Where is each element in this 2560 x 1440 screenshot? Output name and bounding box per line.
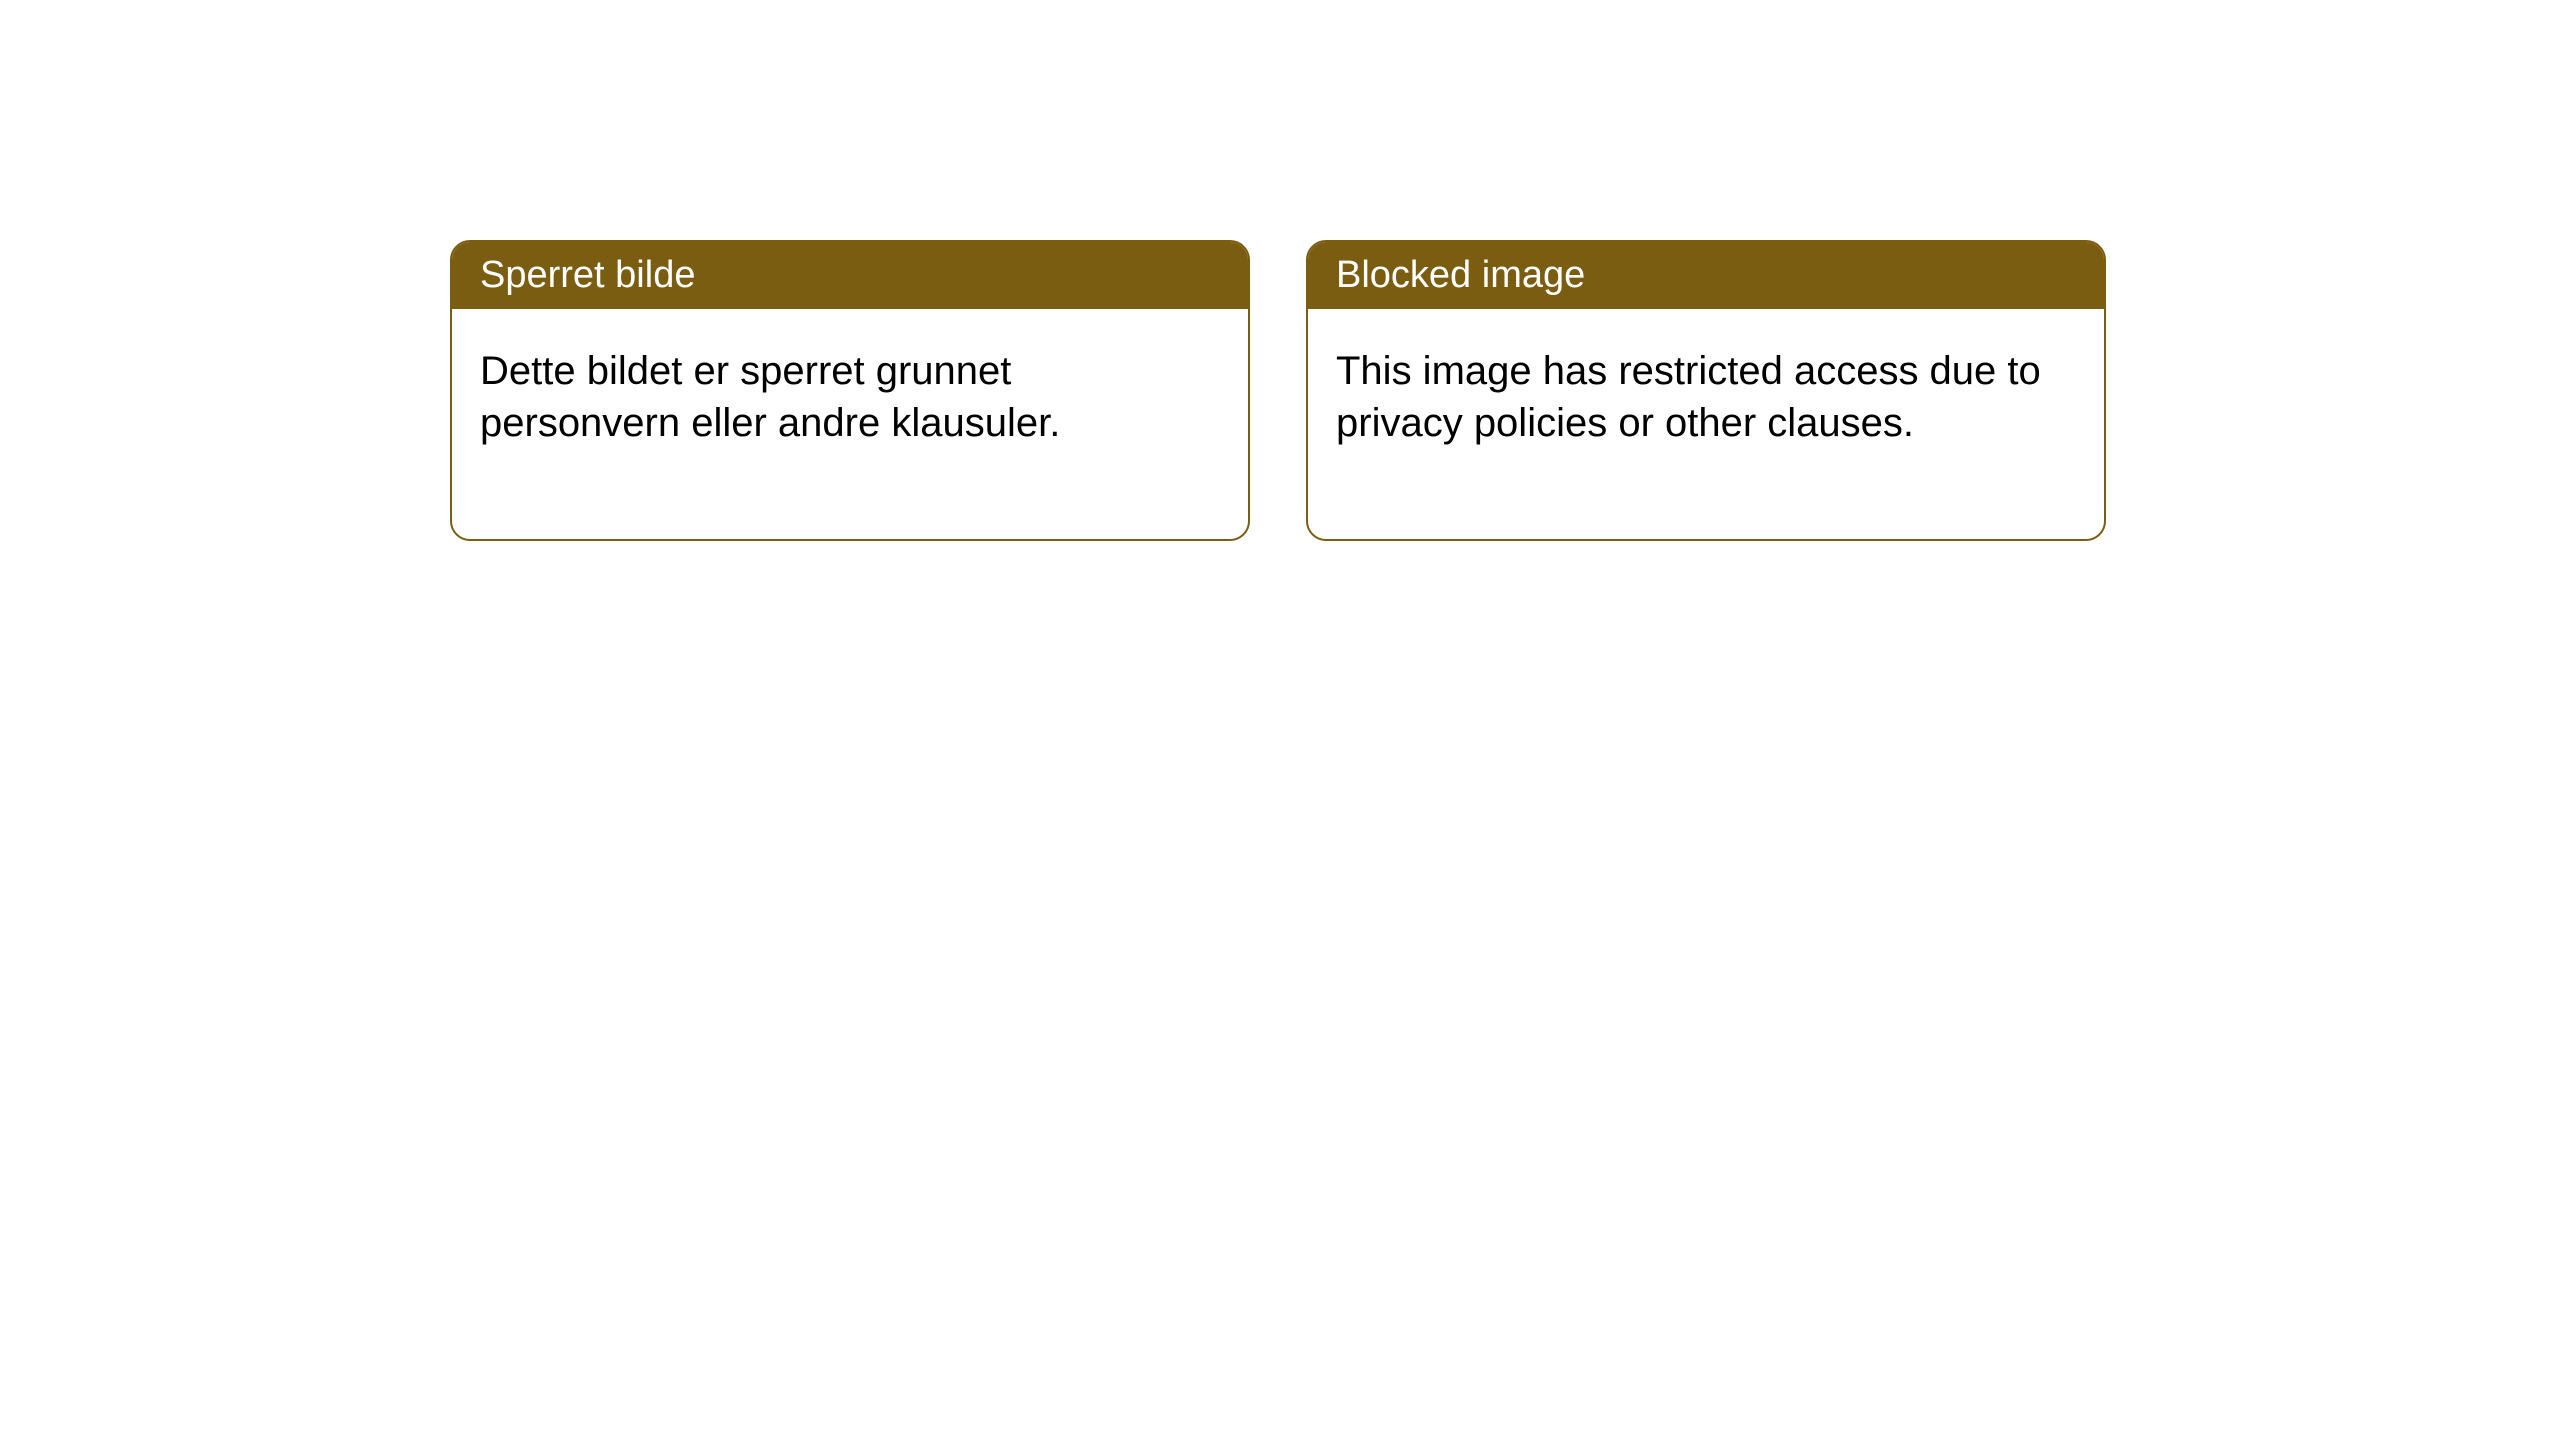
notice-title: Blocked image [1336, 254, 1585, 296]
notice-body: Dette bildet er sperret grunnet personve… [452, 309, 1248, 539]
notice-box-norwegian: Sperret bilde Dette bildet er sperret gr… [450, 240, 1250, 541]
notice-body-text: Dette bildet er sperret grunnet personve… [480, 349, 1060, 445]
notice-container: Sperret bilde Dette bildet er sperret gr… [450, 240, 2106, 541]
notice-header: Blocked image [1308, 242, 2104, 309]
notice-header: Sperret bilde [452, 242, 1248, 309]
notice-body-text: This image has restricted access due to … [1336, 349, 2041, 445]
notice-title: Sperret bilde [480, 254, 695, 296]
notice-body: This image has restricted access due to … [1308, 309, 2104, 539]
notice-box-english: Blocked image This image has restricted … [1306, 240, 2106, 541]
